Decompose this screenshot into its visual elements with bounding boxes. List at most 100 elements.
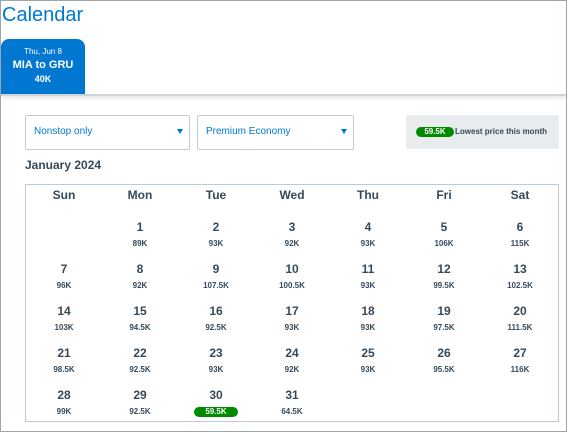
weekday-header-sat: Sat [510,188,530,202]
day-number: 1 [136,220,144,234]
tab-route: MIA to GRU [12,59,74,71]
day-price: 94.5K [129,323,151,332]
weekday-header-thu: Thu [357,188,379,202]
calendar-day[interactable]: 18 93K [330,304,406,333]
day-number: 22 [133,346,147,360]
day-price: 93K [360,365,376,374]
day-number: 29 [133,388,147,402]
calendar-day[interactable]: 5 106K [406,220,482,249]
day-number: 23 [209,346,223,360]
day-number: 31 [285,388,299,402]
weekday-header-sun: Sun [52,188,76,202]
lowest-price-badge: 59.5K [416,127,454,137]
calendar-day[interactable]: 26 95.5K [406,346,482,375]
calendar-day[interactable]: 23 93K [178,346,254,375]
cabin-select[interactable]: Premium Economy [197,115,354,150]
day-number: 8 [136,262,144,276]
calendar-day[interactable]: 31 64.5K [254,388,330,417]
tab-date: Thu, Jun 8 [24,47,62,56]
day-number: 4 [364,220,372,234]
calendar-day[interactable]: 14 103K [26,304,102,333]
calendar-day[interactable]: 20 111.5K [482,304,558,333]
day-price: 92K [132,281,148,290]
calendar-day[interactable]: 21 98.5K [26,346,102,375]
calendar-day[interactable]: 24 92K [254,346,330,375]
weekday-header-mon: Mon [127,188,153,202]
calendar-day[interactable]: 13 102.5K [482,262,558,291]
day-price: 93K [208,365,224,374]
tab-price: 40K [34,74,52,84]
cabin-select-value: Premium Economy [206,126,291,137]
day-price: 95.5K [433,365,455,374]
calendar-day[interactable]: 6 115K [482,220,558,249]
page-title: Calendar [2,4,84,26]
weekday-header-wed: Wed [279,188,305,202]
calendar-day[interactable]: 3 92K [254,220,330,249]
day-price: 107.5K [203,281,229,290]
calendar-day[interactable]: 12 99.5K [406,262,482,291]
tab-selected-flight[interactable]: Thu, Jun 8 MIA to GRU 40K [1,39,85,95]
day-number: 25 [361,346,375,360]
weekday-header-tue: Tue [205,188,227,202]
calendar-day[interactable]: 1 89K [102,220,178,249]
calendar-day[interactable]: 8 92K [102,262,178,291]
calendar-day[interactable]: 30 59.5K [178,388,254,417]
stops-select-value: Nonstop only [34,126,93,137]
calendar-day[interactable]: 19 97.5K [406,304,482,333]
day-number: 30 [209,388,223,402]
day-number: 13 [513,262,527,276]
day-price: 102.5K [507,281,533,290]
calendar-day[interactable]: 17 93K [254,304,330,333]
day-number: 5 [440,220,448,234]
stops-select[interactable]: Nonstop only [25,115,190,150]
day-number: 10 [285,262,299,276]
day-number: 11 [361,262,375,276]
day-number: 14 [57,304,71,318]
day-number: 7 [60,262,68,276]
calendar-day[interactable]: 27 116K [482,346,558,375]
calendar-day[interactable]: 28 99K [26,388,102,417]
calendar-day[interactable]: 10 100.5K [254,262,330,291]
day-number: 20 [513,304,527,318]
day-number: 19 [437,304,451,318]
day-price: 99K [56,407,72,416]
calendar-day[interactable]: 2 93K [178,220,254,249]
day-number: 16 [209,304,223,318]
day-number: 17 [285,304,299,318]
day-price: 92.5K [129,407,151,416]
day-price: 106K [434,239,454,248]
calendar-day[interactable]: 15 94.5K [102,304,178,333]
day-price: 103K [54,323,74,332]
day-price: 92K [284,365,300,374]
day-number: 28 [57,388,71,402]
day-price: 97.5K [433,323,455,332]
chevron-down-icon [177,129,183,134]
day-number: 26 [437,346,451,360]
day-price: 99.5K [433,281,455,290]
day-price: 92.5K [129,365,151,374]
calendar-day[interactable]: 29 92.5K [102,388,178,417]
lowest-price-legend: 59.5K Lowest price this month [406,115,559,149]
day-price: 89K [132,239,148,248]
calendar-day[interactable]: 16 92.5K [178,304,254,333]
calendar-day[interactable]: 11 93K [330,262,406,291]
day-number: 18 [361,304,375,318]
day-number: 15 [133,304,147,318]
day-number: 3 [288,220,296,234]
day-number: 24 [285,346,299,360]
day-price: 93K [360,239,376,248]
weekday-header-fri: Fri [436,188,452,202]
day-price: 93K [360,323,376,332]
calendar-day[interactable]: 7 96K [26,262,102,291]
day-price: 93K [360,281,376,290]
calendar-grid: Sun Mon Tue Wed Thu Fri Sat 1 89K 2 93K 3 92K 4 93K 5 10… [25,184,559,422]
lowest-price-badge: 59.5K [194,407,238,417]
day-price: 92K [284,239,300,248]
calendar-day[interactable]: 25 93K [330,346,406,375]
calendar-day[interactable]: 22 92.5K [102,346,178,375]
chevron-down-icon [341,129,347,134]
day-number: 21 [57,346,71,360]
calendar-day[interactable]: 4 93K [330,220,406,249]
calendar-day[interactable]: 9 107.5K [178,262,254,291]
lowest-price-label: Lowest price this month [455,127,548,136]
